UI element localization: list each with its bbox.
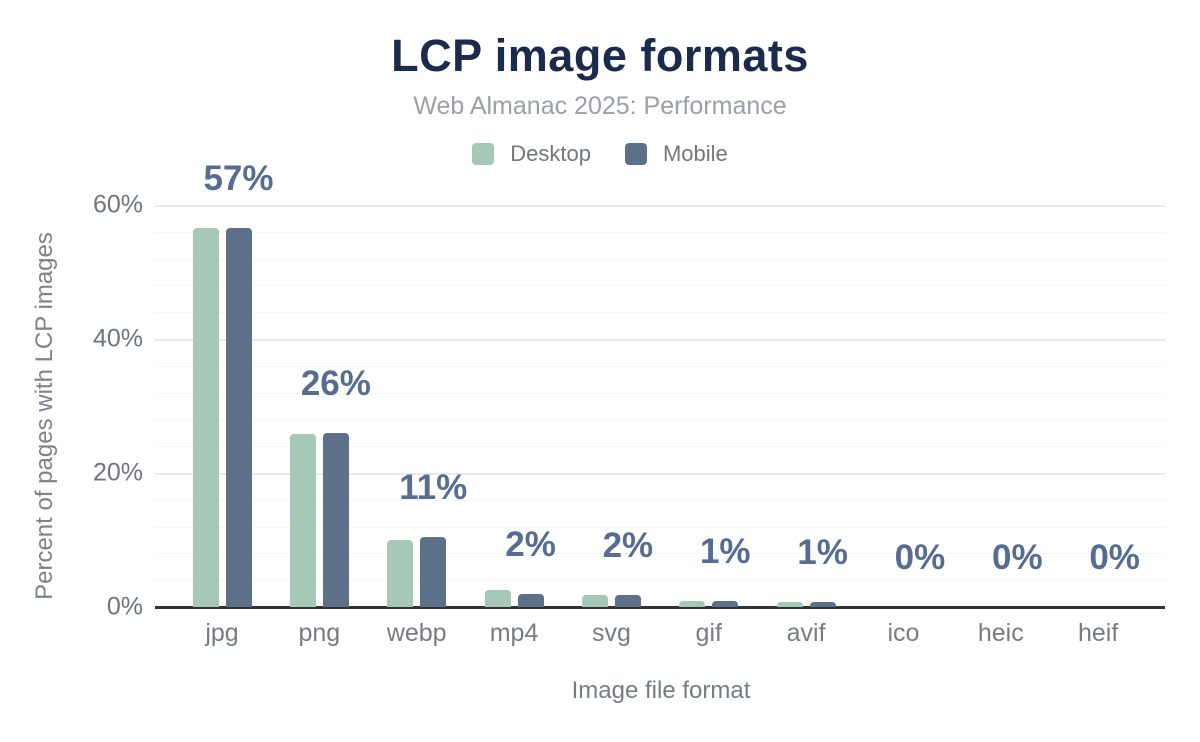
gridline-40pct — [155, 339, 1165, 341]
bar-mobile-gif — [712, 601, 739, 607]
data-label-avif: 1% — [797, 533, 848, 573]
x-tick-svg: svg — [591, 619, 631, 647]
gridline-60pct — [155, 205, 1165, 207]
data-label-ico: 0% — [894, 538, 946, 577]
data-label-jpg: 57% — [203, 158, 274, 198]
minor-gridline-12pct — [155, 526, 1165, 528]
bar-mobile-png — [322, 433, 349, 607]
legend-swatch-mobile — [624, 143, 647, 165]
minor-gridline-48pct — [155, 285, 1165, 287]
x-tick-gif: gif — [695, 619, 722, 647]
bar-desktop-svg — [581, 595, 608, 607]
data-label-heif: 0% — [1089, 538, 1140, 577]
gridline-20pct — [155, 473, 1165, 475]
minor-gridline-36pct — [155, 365, 1165, 367]
minor-gridline-52pct — [155, 258, 1165, 260]
minor-gridline-44pct — [155, 312, 1165, 314]
bar-desktop-png — [289, 434, 316, 607]
chart-subtitle: Web Almanac 2025: Performance — [413, 92, 787, 120]
data-label-gif: 1% — [699, 531, 751, 571]
minor-gridline-16pct — [155, 499, 1165, 501]
minor-gridline-4pct — [155, 580, 1165, 582]
minor-gridline-24pct — [155, 446, 1165, 448]
bar-mobile-jpg — [225, 228, 252, 607]
bar-mobile-svg — [614, 595, 641, 607]
legend-item-desktop: Desktop — [472, 141, 591, 167]
legend-label-mobile: Mobile — [662, 141, 728, 166]
x-tick-jpg: jpg — [205, 619, 239, 647]
minor-gridline-56pct — [155, 231, 1165, 233]
data-label-mp4: 2% — [505, 524, 556, 564]
y-tick-0pct: 0% — [106, 592, 143, 621]
y-tick-40pct: 40% — [92, 324, 143, 353]
data-label-svg: 2% — [602, 525, 654, 565]
bar-mobile-avif — [809, 602, 836, 607]
y-tick-60pct: 60% — [92, 190, 143, 219]
x-axis-line — [155, 606, 1165, 609]
bar-mobile-webp — [420, 537, 447, 607]
minor-gridline-32pct — [155, 392, 1165, 394]
legend-item-mobile: Mobile — [624, 141, 728, 167]
x-tick-heif: heif — [1077, 619, 1119, 647]
bar-desktop-jpg — [192, 228, 219, 607]
bar-desktop-mp4 — [484, 590, 511, 607]
y-tick-20pct: 20% — [92, 458, 143, 487]
minor-gridline-28pct — [155, 419, 1165, 421]
data-label-heic: 0% — [992, 538, 1043, 577]
data-label-webp: 11% — [399, 467, 468, 507]
bar-mobile-mp4 — [517, 594, 544, 607]
x-tick-ico: ico — [887, 619, 920, 647]
minor-gridline-8pct — [155, 553, 1165, 555]
x-tick-heic: heic — [977, 619, 1024, 647]
bar-desktop-gif — [679, 601, 706, 607]
legend-label-desktop: Desktop — [510, 141, 591, 166]
bar-desktop-avif — [776, 602, 803, 607]
bar-desktop-webp — [387, 540, 414, 607]
x-axis-title: Image file format — [571, 677, 751, 704]
data-label-png: 26% — [300, 363, 371, 403]
legend-swatch-desktop — [472, 143, 495, 165]
plot-area: 0% 20% 40% 60% jpg 57% png 26% webp 11% mp4 2% svg 2%… — [93, 159, 1165, 647]
x-tick-mp4: mp4 — [489, 619, 539, 647]
x-tick-avif: avif — [786, 619, 826, 647]
legend: Desktop Mobile — [0, 141, 1200, 167]
x-tick-png: png — [298, 619, 341, 647]
chart-title: LCP image formats — [391, 30, 809, 81]
x-tick-webp: webp — [386, 619, 447, 647]
